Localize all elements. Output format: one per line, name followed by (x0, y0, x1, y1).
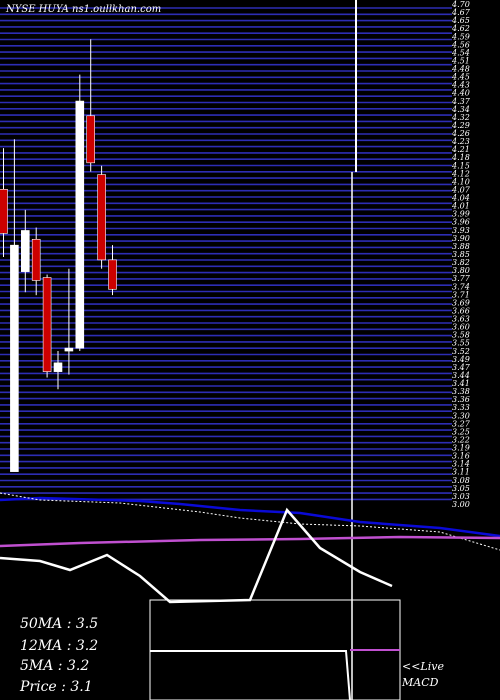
price-label: Price : 3.1 (20, 679, 93, 695)
y-tick-label: 4.62 (451, 24, 470, 33)
y-tick-label: 3.05 (452, 484, 470, 493)
y-tick-label: 3.14 (452, 460, 470, 469)
y-tick-label: 4.40 (451, 89, 470, 98)
y-tick-label: 4.23 (451, 137, 470, 146)
y-tick-label: 3.33 (452, 403, 470, 412)
y-tick-label: 4.29 (451, 121, 470, 130)
y-tick-label: 4.37 (451, 97, 471, 106)
y-tick-label: 4.51 (451, 56, 470, 65)
y-tick-label: 4.04 (451, 194, 470, 203)
y-tick-label: 4.21 (451, 145, 470, 154)
candle (20, 209, 30, 293)
y-tick-label: 3.36 (452, 395, 470, 404)
y-tick-label: 4.10 (451, 177, 470, 186)
y-tick-label: 3.82 (452, 258, 470, 267)
y-tick-label: 3.63 (452, 315, 470, 324)
y-tick-label: 3.69 (452, 298, 470, 307)
candle (64, 268, 74, 375)
candle (53, 351, 63, 390)
y-tick-label: 3.85 (452, 250, 470, 259)
y-tick-label: 3.60 (452, 323, 470, 332)
y-tick-label: 3.77 (452, 274, 471, 283)
y-tick-label: 3.08 (452, 476, 470, 485)
y-tick-label: 4.34 (451, 105, 470, 114)
y-tick-label: 3.27 (452, 419, 471, 428)
y-tick-label: 3.80 (452, 266, 470, 275)
y-tick-label: 4.59 (451, 32, 470, 41)
y-tick-label: 3.99 (452, 210, 470, 219)
y-tick-label: 4.65 (451, 16, 470, 25)
y-tick-label: 4.12 (451, 169, 470, 178)
y-tick-label: 3.74 (452, 282, 470, 291)
y-tick-label: 3.30 (452, 411, 470, 420)
y-tick-label: 3.16 (452, 452, 470, 461)
ma50-line (0, 496, 500, 538)
ma50-label: 50MA : 3.5 (20, 616, 99, 632)
y-tick-label: 3.41 (452, 379, 470, 388)
y-tick-label: 4.70 (451, 0, 470, 9)
ma12-label: 12MA : 3.2 (20, 638, 99, 654)
y-tick-label: 4.18 (451, 153, 470, 162)
candle (42, 274, 52, 378)
y-tick-label: 4.56 (451, 40, 470, 49)
y-tick-label: 3.11 (452, 468, 470, 477)
candle (97, 165, 106, 269)
price-line (0, 507, 393, 604)
ma5-line (0, 535, 500, 548)
candle (86, 39, 95, 172)
y-tick-label: 3.19 (452, 444, 470, 453)
y-tick-label: 3.66 (452, 306, 470, 315)
y-tick-label: 4.01 (451, 202, 470, 211)
candle (108, 245, 117, 296)
candle (75, 74, 85, 352)
y-tick-label: 3.44 (452, 371, 470, 380)
brand-label: NYSE HUYA ns1.oullkhan.com (6, 4, 162, 15)
y-tick-label: 3.71 (452, 290, 470, 299)
y-tick-label: 3.52 (452, 347, 470, 356)
y-tick-label: 3.90 (452, 234, 470, 243)
ma12-line (0, 492, 500, 551)
macd-label: MACD (402, 676, 439, 689)
candle (31, 227, 41, 296)
macd-line (150, 650, 351, 700)
ma5-label: 5MA : 3.2 (20, 658, 90, 674)
live-label: <<Live (402, 660, 444, 673)
y-tick-label: 3.93 (452, 226, 470, 235)
candle (0, 148, 8, 257)
y-tick-label: 4.67 (451, 8, 471, 17)
y-tick-label: 3.00 (452, 500, 470, 509)
y-tick-label: 4.45 (451, 73, 470, 82)
y-tick-label: 3.47 (452, 363, 471, 372)
y-tick-label: 3.03 (452, 492, 470, 501)
y-tick-label: 4.54 (451, 48, 470, 57)
y-tick-label: 4.15 (451, 161, 470, 170)
y-tick-label: 3.25 (452, 427, 470, 436)
y-tick-label: 4.07 (451, 185, 471, 194)
y-tick-label: 3.38 (452, 387, 470, 396)
y-tick-label: 4.26 (451, 129, 470, 138)
y-tick-label: 3.96 (452, 218, 470, 227)
candle (10, 139, 19, 472)
y-tick-label: 3.55 (452, 339, 470, 348)
y-tick-label: 3.58 (452, 331, 470, 340)
y-tick-label: 3.88 (452, 242, 470, 251)
y-tick-label: 4.43 (451, 81, 470, 90)
y-tick-label: 4.48 (451, 65, 470, 74)
y-tick-label: 4.32 (451, 113, 470, 122)
y-tick-label: 3.22 (452, 435, 470, 444)
y-tick-label: 3.49 (452, 355, 470, 364)
